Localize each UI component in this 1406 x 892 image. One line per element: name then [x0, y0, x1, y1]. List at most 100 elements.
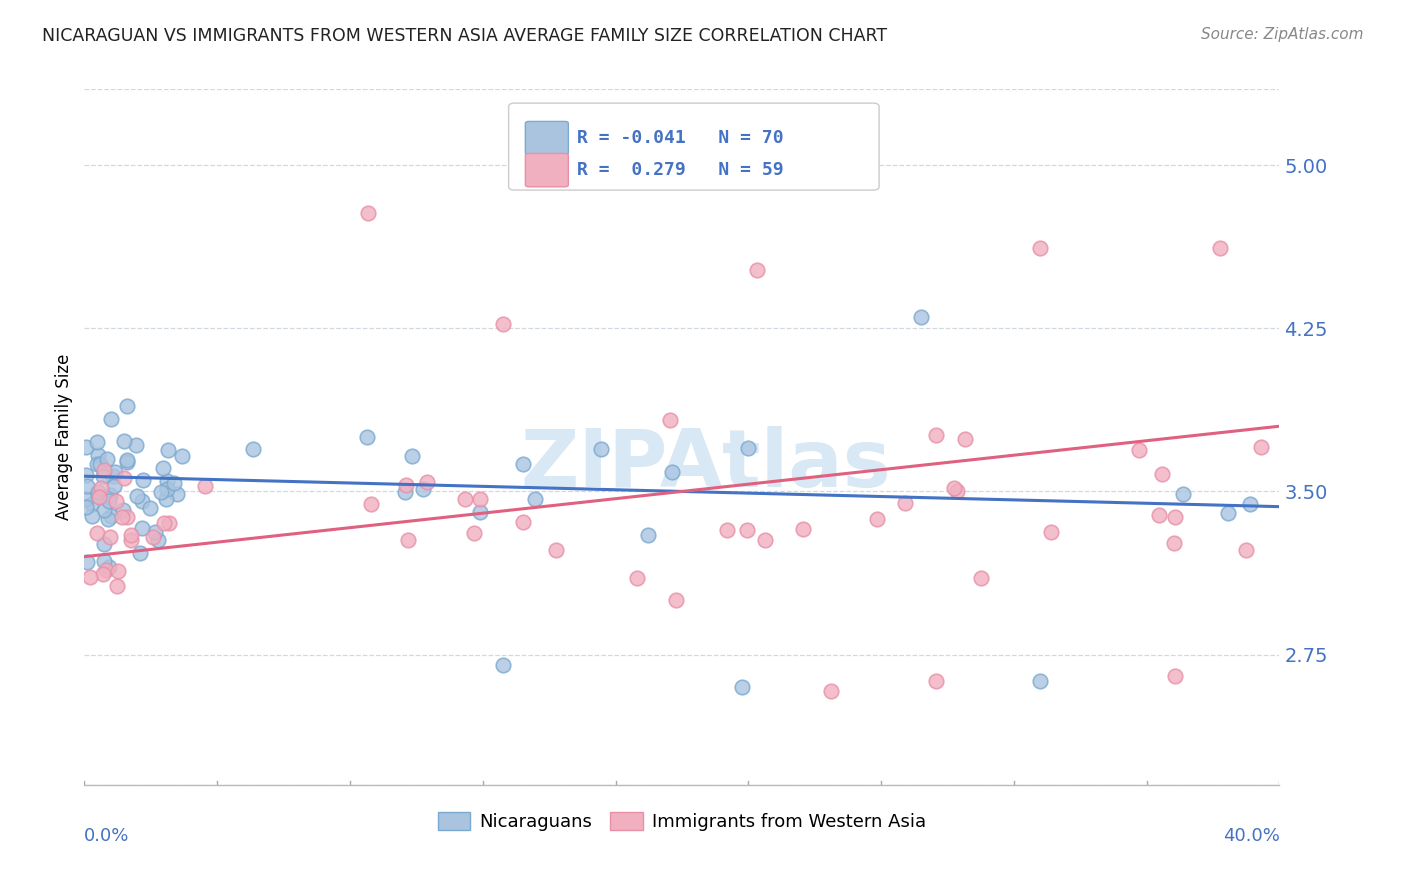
Point	[97, 511, 120, 525]
Point	[139, 500, 162, 515]
Point	[111, 510, 134, 524]
Point	[661, 466, 683, 480]
Point	[394, 485, 416, 500]
Point	[112, 471, 135, 485]
Point	[112, 434, 135, 449]
Point	[142, 530, 165, 544]
Point	[93, 503, 115, 517]
Point	[150, 485, 173, 500]
Point	[910, 310, 932, 325]
Point	[492, 317, 515, 331]
Point	[131, 521, 153, 535]
Point	[665, 592, 688, 607]
Point	[100, 412, 122, 426]
Point	[357, 206, 380, 220]
Point	[1234, 543, 1257, 558]
Point	[157, 443, 180, 458]
Point	[103, 479, 125, 493]
Point	[120, 533, 142, 548]
Point	[1029, 673, 1052, 688]
Point	[658, 413, 681, 427]
Point	[1150, 467, 1173, 481]
Point	[104, 465, 127, 479]
Text: R =  0.279   N = 59: R = 0.279 N = 59	[576, 161, 783, 179]
Point	[93, 554, 115, 568]
Point	[893, 496, 915, 510]
Point	[626, 571, 648, 585]
Point	[96, 452, 118, 467]
Point	[412, 482, 434, 496]
Point	[735, 523, 758, 537]
Point	[98, 530, 121, 544]
Text: Source: ZipAtlas.com: Source: ZipAtlas.com	[1201, 27, 1364, 42]
Point	[153, 516, 176, 530]
Point	[396, 533, 419, 547]
Point	[637, 527, 659, 541]
Point	[94, 563, 117, 577]
Point	[731, 680, 754, 694]
Text: R = -0.041   N = 70: R = -0.041 N = 70	[576, 129, 783, 147]
Point	[1147, 508, 1170, 523]
Point	[75, 468, 97, 483]
Point	[546, 543, 568, 558]
Point	[87, 489, 110, 503]
Point	[115, 400, 138, 414]
Point	[1039, 524, 1062, 539]
Point	[115, 455, 138, 469]
Point	[93, 463, 115, 477]
Text: ZIPAtlas: ZIPAtlas	[520, 425, 891, 504]
Point	[157, 516, 180, 531]
Point	[194, 478, 217, 492]
Point	[737, 441, 759, 455]
Point	[242, 442, 264, 456]
Point	[100, 509, 122, 524]
Point	[925, 428, 948, 442]
Point	[942, 481, 965, 495]
FancyBboxPatch shape	[509, 103, 879, 190]
Point	[820, 684, 842, 698]
Point	[98, 560, 121, 574]
Point	[125, 438, 148, 452]
Point	[105, 578, 128, 592]
Point	[970, 571, 993, 585]
Point	[468, 492, 491, 507]
Point	[107, 564, 129, 578]
Point	[75, 500, 97, 515]
Point	[512, 515, 534, 529]
Text: 40.0%: 40.0%	[1223, 827, 1279, 845]
Point	[93, 536, 115, 550]
Point	[155, 491, 177, 506]
Point	[103, 469, 125, 483]
Point	[86, 526, 108, 541]
Text: NICARAGUAN VS IMMIGRANTS FROM WESTERN ASIA AVERAGE FAMILY SIZE CORRELATION CHART: NICARAGUAN VS IMMIGRANTS FROM WESTERN AS…	[42, 27, 887, 45]
Point	[98, 488, 121, 502]
Point	[1216, 506, 1239, 520]
Point	[401, 449, 423, 463]
Point	[87, 448, 110, 462]
Point	[953, 432, 976, 446]
Point	[512, 457, 534, 471]
Point	[1239, 498, 1261, 512]
FancyBboxPatch shape	[526, 121, 568, 155]
Point	[120, 528, 142, 542]
Point	[454, 492, 477, 507]
Point	[93, 469, 115, 483]
Point	[1209, 241, 1232, 255]
Point	[716, 524, 738, 538]
Point	[80, 498, 103, 512]
Point	[792, 522, 814, 536]
Point	[946, 484, 969, 499]
Point	[395, 478, 418, 492]
Point	[591, 442, 613, 456]
Point	[1128, 442, 1150, 457]
Point	[416, 475, 439, 490]
Point	[146, 533, 169, 547]
Point	[925, 673, 948, 688]
Point	[1029, 241, 1052, 255]
Point	[75, 441, 97, 455]
Legend: Nicaraguans, Immigrants from Western Asia: Nicaraguans, Immigrants from Western Asi…	[430, 805, 934, 838]
Text: 0.0%: 0.0%	[84, 827, 129, 845]
Point	[1250, 440, 1272, 454]
Point	[166, 487, 188, 501]
Point	[143, 524, 166, 539]
